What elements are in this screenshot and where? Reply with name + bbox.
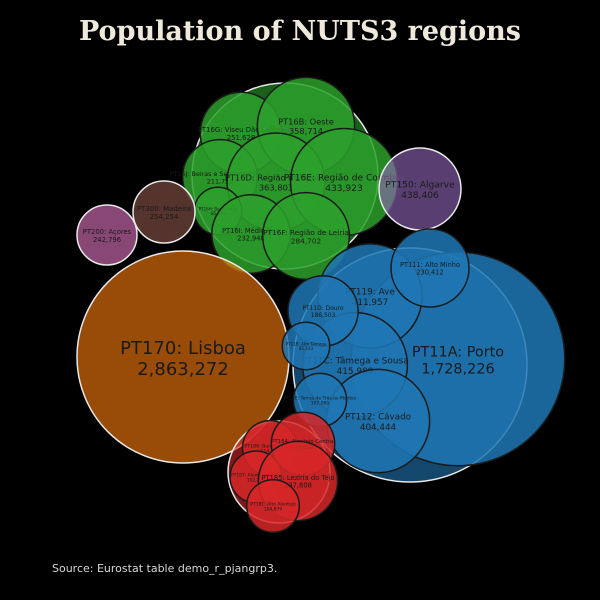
region-bubble (390, 228, 470, 308)
region-value: 102,249 (247, 477, 265, 483)
region-label: PT16J: Beiras e Serra da Estrela (170, 171, 270, 178)
region-value: 2,863,272 (137, 359, 229, 380)
region-label: PT300: Madeira (137, 205, 191, 213)
region-value: 363,803 (259, 182, 293, 192)
region-value: 232,948 (237, 235, 265, 243)
region-value: 284,702 (291, 236, 321, 245)
region-label: PT11C: Tâmega e Sousa (301, 357, 408, 367)
region-label: PT170: Lisboa (120, 338, 246, 359)
region-value: 104,879 (264, 506, 283, 512)
region-label: PT11B: Alto Tâmega (286, 341, 327, 346)
region-value: 411,957 (352, 298, 389, 308)
region-label: PT200: Açores (83, 228, 132, 236)
region-value: 107,060 (311, 401, 330, 407)
region-value: 242,796 (93, 236, 121, 244)
region-label: PT16F: Região de Leiria (263, 228, 349, 237)
region-label: PT11A: Porto (412, 345, 504, 361)
source-note: Source: Eurostat table demo_r_pjangrp3. (52, 562, 278, 575)
group-bubble-aores (76, 204, 138, 266)
chart-title: Population of NUTS3 regions (78, 16, 522, 47)
group-bubble-madeira (132, 180, 196, 244)
region-bubble (245, 478, 301, 534)
region-value: 186,503 (311, 312, 336, 319)
region-value: 237,808 (284, 482, 312, 490)
region-label: PT16I: Médio Tejo (222, 227, 280, 235)
region-label: PT150: Algarve (385, 181, 455, 191)
region-value: 415,989 (337, 367, 374, 377)
region-label: PT16H: Beira Baixa (199, 206, 238, 211)
region-bubble (261, 191, 351, 281)
region-label: PT16B: Oeste (278, 117, 334, 127)
region-label: PT112: Cávado (345, 413, 411, 423)
region-label: PT186: Baixo Alentejo (245, 443, 296, 449)
region-bubble (281, 321, 331, 371)
region-value: 251,628 (227, 134, 256, 142)
region-value: 358,714 (289, 126, 323, 136)
region-label: PT111: Alto Minho (400, 261, 460, 269)
region-label: PT187: Alentejo Litoral (231, 472, 281, 478)
region-value: 438,406 (401, 191, 439, 201)
region-value: 1,728,226 (421, 361, 494, 377)
region-value: 85,143 (299, 346, 313, 351)
region-label: PT11E: Terras de Trás-os-Montes (284, 394, 357, 401)
region-label: PT185: Lezíria do Tejo (262, 474, 335, 482)
region-label: PT181: Alto Alentejo (250, 501, 296, 507)
region-value: 433,923 (325, 184, 363, 194)
region-value: 211,755 (207, 178, 233, 185)
region-value: 404,444 (360, 423, 397, 433)
region-label: PT119: Ave (345, 288, 395, 298)
region-label: PT16G: Viseu Dão Lafões (198, 126, 285, 134)
region-value: 230,412 (416, 269, 443, 277)
region-label: PT11D: Douro (302, 305, 344, 312)
region-value: 114,126 (260, 449, 279, 455)
region-label: PT16D: Região de Aveiro (225, 173, 327, 183)
region-value: 254,254 (150, 213, 179, 221)
region-label: PT16E: Região de Coimbra (284, 174, 405, 184)
